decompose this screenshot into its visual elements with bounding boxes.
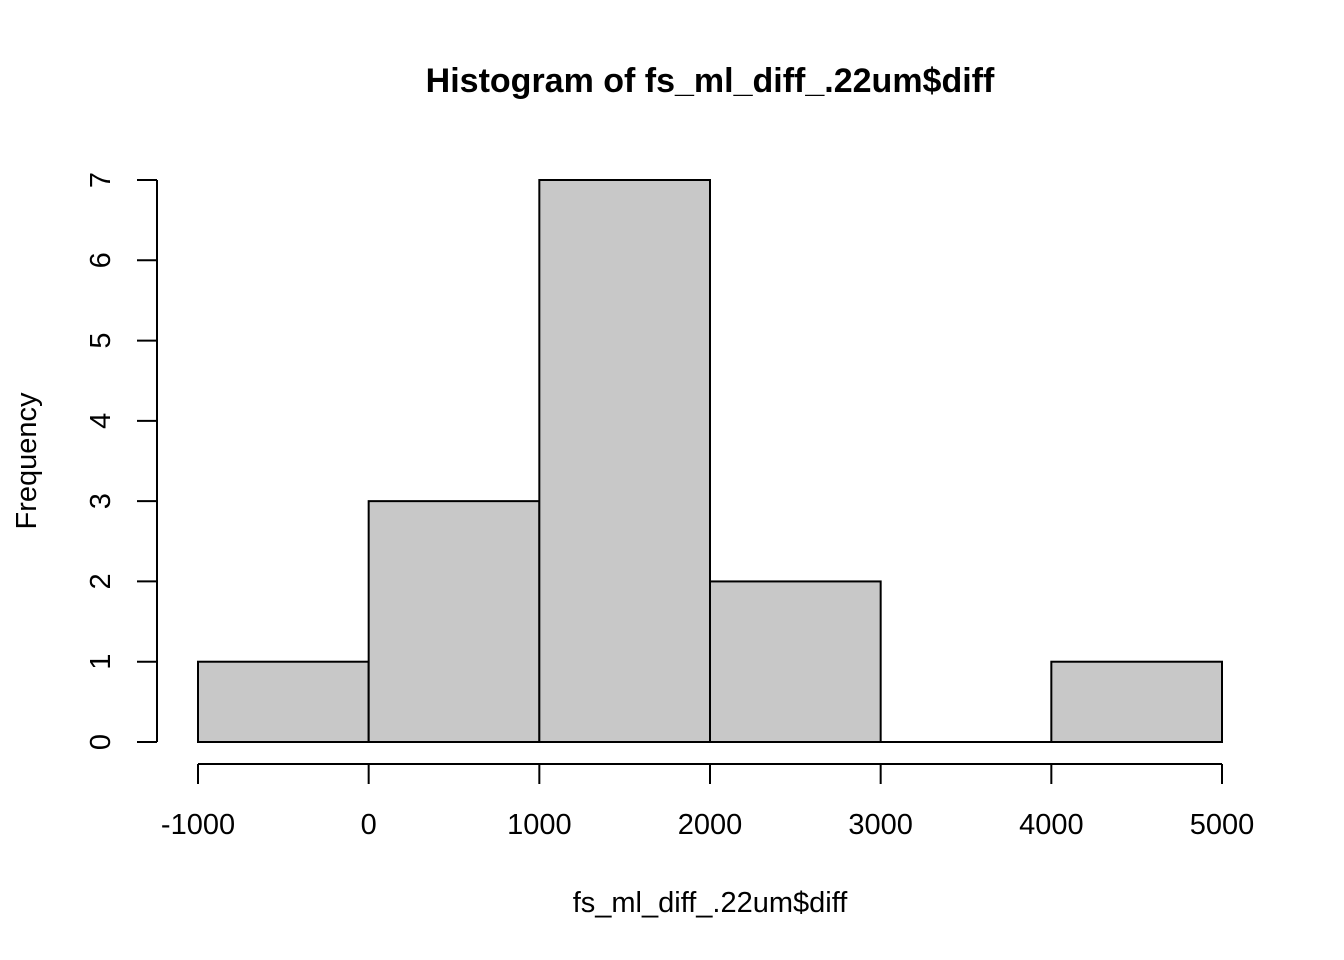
x-tick-label: 3000 xyxy=(848,809,913,841)
y-tick-label: 0 xyxy=(85,734,117,750)
x-tick-label: 4000 xyxy=(1019,809,1084,841)
y-axis: 0 1 2 3 4 5 6 7 xyxy=(85,172,158,750)
y-tick-label: 5 xyxy=(85,333,117,349)
x-axis-label: fs_ml_diff_.22um$diff xyxy=(573,887,849,919)
chart-title: Histogram of fs_ml_diff_.22um$diff xyxy=(426,62,995,100)
histogram-bar-1 xyxy=(367,500,541,743)
histogram-bar-3 xyxy=(709,580,882,744)
x-tick-label: -1000 xyxy=(161,809,235,841)
x-tick-label: 0 xyxy=(361,809,377,841)
y-tick-label: 2 xyxy=(85,573,117,589)
x-tick-label: 5000 xyxy=(1190,809,1255,841)
y-tick-label: 6 xyxy=(85,252,117,268)
y-tick-label: 1 xyxy=(85,654,117,670)
y-tick-label: 4 xyxy=(85,413,117,429)
x-tick-label: 2000 xyxy=(678,809,743,841)
histogram-bar-5 xyxy=(1050,660,1224,744)
y-tick-label: 7 xyxy=(85,172,117,188)
bars-group xyxy=(197,179,1224,744)
y-tick-label: 3 xyxy=(85,493,117,509)
histogram-bar-2 xyxy=(538,179,711,743)
x-tick-label: 1000 xyxy=(507,809,572,841)
histogram-bar-0 xyxy=(197,660,370,744)
y-axis-label: Frequency xyxy=(11,392,43,530)
x-axis: -1000 0 1000 2000 3000 4000 5000 xyxy=(161,763,1255,841)
